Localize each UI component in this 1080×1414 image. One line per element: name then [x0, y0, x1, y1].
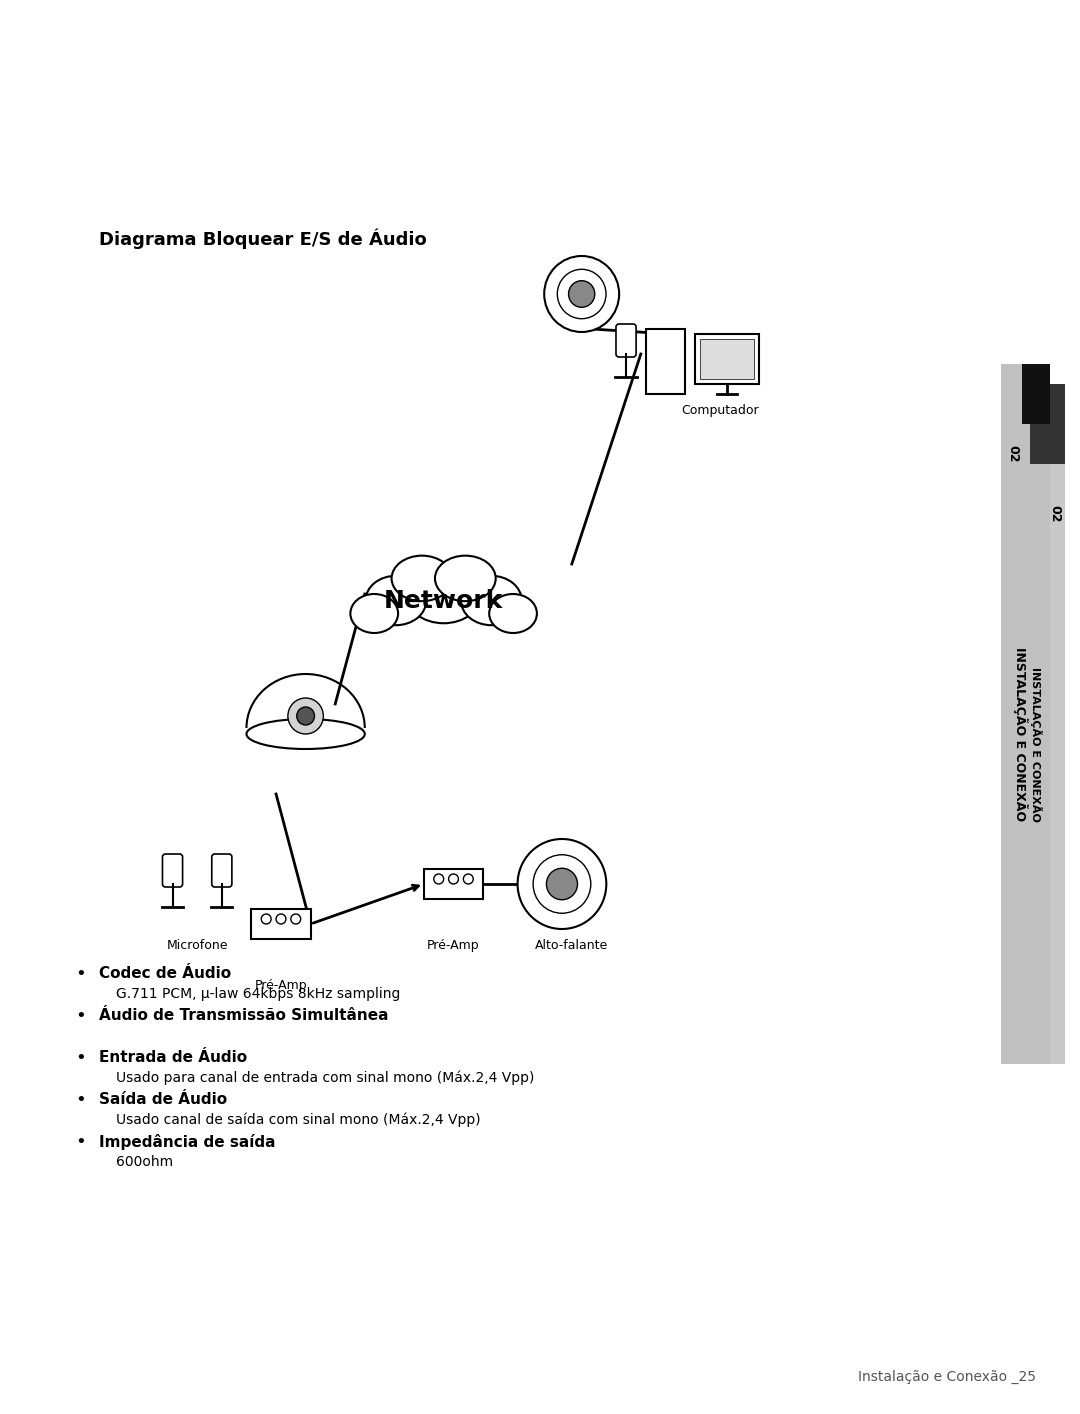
Text: Entrada de Áudio: Entrada de Áudio	[98, 1051, 246, 1066]
Circle shape	[291, 913, 300, 923]
Circle shape	[434, 874, 444, 884]
Bar	[696, 334, 759, 385]
Text: Diagrama Bloquear E/S de Áudio: Diagrama Bloquear E/S de Áudio	[98, 229, 427, 249]
Circle shape	[544, 256, 619, 332]
Circle shape	[534, 854, 591, 913]
Circle shape	[463, 874, 473, 884]
Circle shape	[517, 839, 606, 929]
Text: Saída de Áudio: Saída de Áudio	[98, 1093, 227, 1107]
Text: •: •	[76, 964, 86, 983]
Text: Pré-Amp: Pré-Amp	[428, 939, 480, 952]
Circle shape	[546, 868, 578, 899]
Bar	[252, 909, 311, 939]
Text: 02: 02	[1005, 445, 1020, 462]
Text: Alto-falante: Alto-falante	[536, 939, 608, 952]
Ellipse shape	[489, 594, 537, 633]
Circle shape	[288, 699, 323, 734]
FancyBboxPatch shape	[616, 324, 636, 356]
Bar	[1023, 363, 1050, 424]
Text: Microfone: Microfone	[166, 939, 228, 952]
Text: Áudio de Transmissão Simultânea: Áudio de Transmissão Simultânea	[98, 1008, 388, 1024]
Text: Impedância de saída: Impedância de saída	[98, 1134, 275, 1150]
Ellipse shape	[350, 594, 399, 633]
Text: INSTALAÇÃO E CONEXÃO: INSTALAÇÃO E CONEXÃO	[1030, 666, 1042, 822]
Ellipse shape	[365, 575, 427, 625]
Circle shape	[297, 707, 314, 725]
FancyBboxPatch shape	[162, 854, 183, 887]
Ellipse shape	[392, 556, 453, 601]
Circle shape	[276, 913, 286, 923]
Text: 600ohm: 600ohm	[117, 1155, 174, 1169]
Text: Computador: Computador	[680, 404, 758, 417]
Ellipse shape	[435, 556, 496, 601]
Bar	[1030, 385, 1065, 464]
Circle shape	[557, 269, 606, 318]
Bar	[1001, 385, 1065, 1063]
Bar	[646, 329, 685, 395]
FancyBboxPatch shape	[212, 854, 232, 887]
Text: •: •	[76, 1092, 86, 1109]
Circle shape	[261, 913, 271, 923]
Bar	[700, 339, 754, 379]
Text: Pré-Amp: Pré-Amp	[255, 978, 308, 993]
Circle shape	[568, 281, 595, 307]
Text: Usado para canal de entrada com sinal mono (Máx.2,4 Vpp): Usado para canal de entrada com sinal mo…	[117, 1070, 535, 1086]
Text: •: •	[76, 1133, 86, 1151]
Ellipse shape	[406, 564, 482, 624]
Text: INSTALAÇÃO E CONEXÃO: INSTALAÇÃO E CONEXÃO	[1013, 648, 1028, 822]
Text: G.711 PCM, μ-law 64kbps 8kHz sampling: G.711 PCM, μ-law 64kbps 8kHz sampling	[117, 987, 401, 1001]
Text: •: •	[76, 1049, 86, 1068]
Text: •: •	[76, 1007, 86, 1025]
Circle shape	[448, 874, 458, 884]
Text: 02: 02	[1049, 505, 1062, 523]
Text: Instalação e Conexão _25: Instalação e Conexão _25	[858, 1370, 1036, 1384]
Text: Network: Network	[384, 588, 503, 612]
Text: Usado canal de saída com sinal mono (Máx.2,4 Vpp): Usado canal de saída com sinal mono (Máx…	[117, 1113, 481, 1127]
Ellipse shape	[246, 718, 365, 749]
Bar	[1001, 363, 1050, 1063]
Bar	[424, 870, 483, 899]
Text: Codec de Áudio: Codec de Áudio	[98, 967, 231, 981]
Ellipse shape	[461, 575, 522, 625]
